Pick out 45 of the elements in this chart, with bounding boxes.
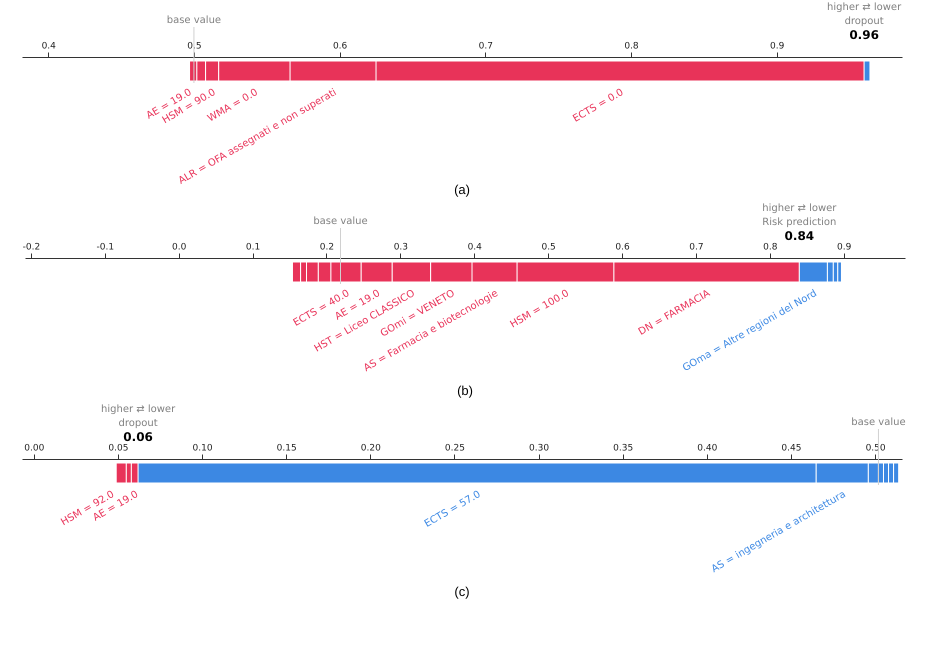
x-tick-label: -0.2: [22, 242, 40, 252]
x-tick-label: 0.20: [360, 444, 382, 454]
annotation: 0.84: [784, 229, 814, 243]
x-tick-label: 0.4: [42, 42, 56, 52]
x-tick-label: 0.3: [394, 242, 408, 252]
x-tick-label: 0.00: [24, 444, 45, 454]
annotation: dropout: [844, 16, 884, 27]
x-tick-label: 0.6: [615, 242, 630, 252]
x-tick-label: 0.10: [192, 444, 213, 454]
x-tick-label: 0.2: [320, 242, 334, 252]
x-tick-label: 0.7: [478, 42, 493, 52]
ref-line-label: base value: [166, 15, 222, 26]
text: higher ⇄ lower: [101, 404, 176, 415]
ref-line-label: base value: [313, 216, 368, 227]
bar: [116, 462, 127, 484]
x-tick-label: 0.9: [770, 42, 785, 52]
text: (b): [457, 383, 473, 398]
annotation: dropout: [118, 418, 158, 429]
annotation: Risk prediction: [762, 217, 836, 228]
x-tick-label: -0.1: [96, 242, 114, 252]
annotation: 0.06: [123, 430, 153, 444]
x-tick-label: 0.5: [541, 242, 556, 252]
bar: [837, 262, 842, 282]
x-tick-label: 0.40: [697, 444, 718, 454]
x-tick-label: 0.1: [246, 242, 260, 252]
ref-line-label: base value: [851, 417, 906, 428]
x-tick-label: 0.8: [624, 42, 639, 52]
x-tick-label: 0.15: [276, 444, 297, 454]
text: (c): [454, 584, 470, 599]
x-tick-label: 0.0: [172, 242, 187, 252]
text: higher ⇄ lower: [827, 2, 902, 13]
x-tick-label: 0.7: [689, 242, 704, 252]
x-tick-label: 0.45: [781, 444, 802, 454]
text: (a): [454, 182, 470, 197]
annotation: 0.96: [849, 28, 879, 42]
x-tick-label: 0.9: [837, 242, 852, 252]
x-tick-label: 0.8: [763, 242, 778, 252]
x-tick-label: 0.30: [529, 444, 550, 454]
text: higher ⇄ lower: [762, 203, 838, 214]
x-tick-label: 0.6: [332, 42, 348, 52]
x-tick-label: 0.5: [187, 42, 202, 52]
x-tick-label: 0.4: [468, 242, 482, 252]
x-tick-label: 0.05: [108, 444, 128, 454]
x-tick-label: 0.25: [444, 444, 465, 454]
x-tick-label: 0.35: [613, 444, 634, 454]
